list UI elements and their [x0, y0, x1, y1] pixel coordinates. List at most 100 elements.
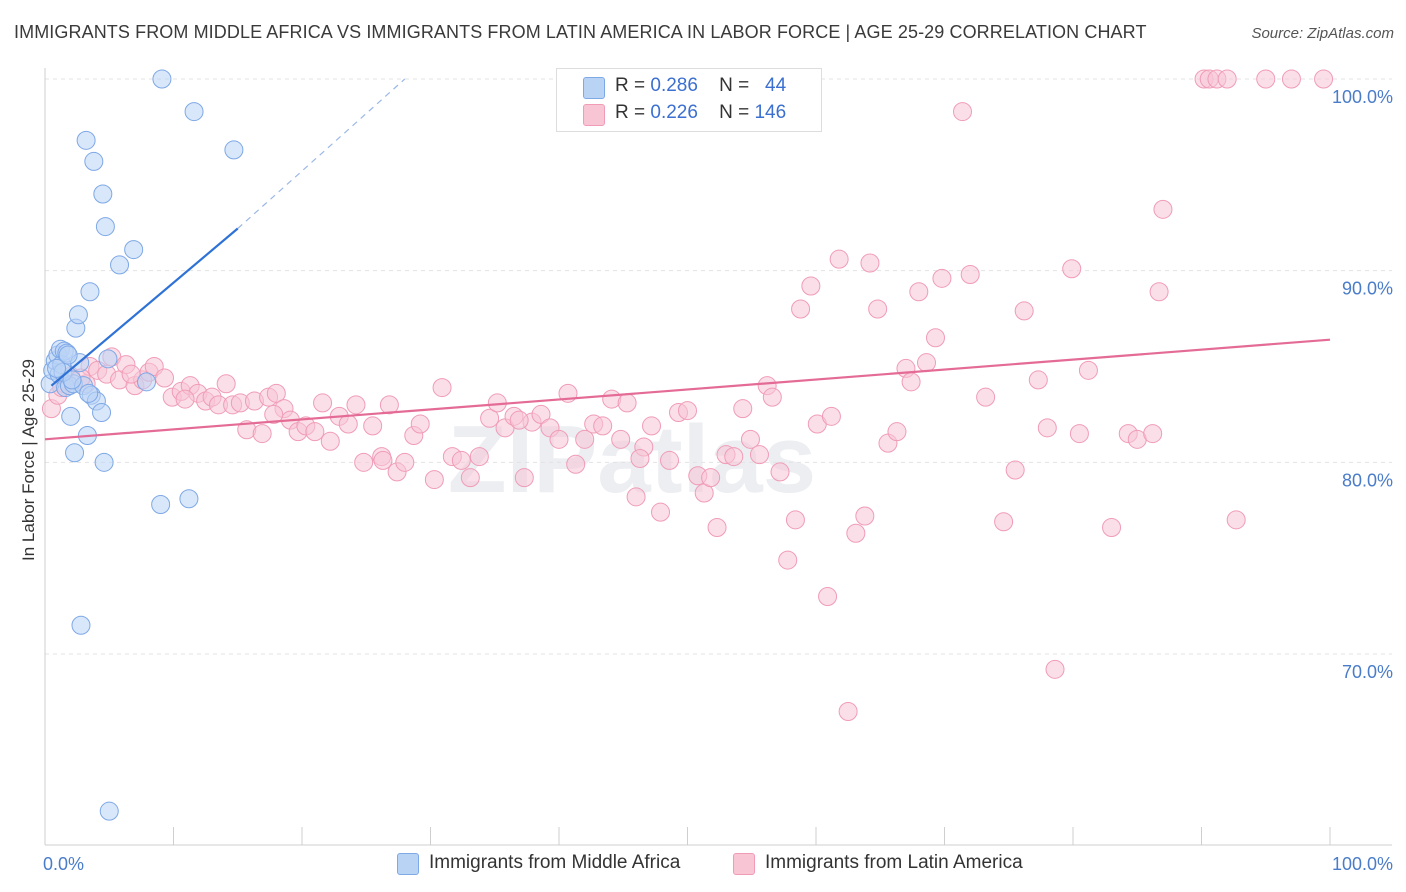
latin-america-point [354, 452, 374, 472]
latin-america-point [838, 702, 858, 721]
y-tick-label: 100.0% [1332, 87, 1393, 107]
latin-america-point [424, 470, 444, 490]
latin-america-point [264, 404, 284, 424]
legend-swatch-blue [583, 77, 605, 99]
latin-america-point [216, 374, 236, 394]
legend-r-label: R = [615, 102, 646, 123]
middle-africa-point [62, 370, 82, 390]
latin-america-point [762, 387, 782, 407]
latin-america-point [791, 299, 811, 319]
latin-america-point [846, 523, 866, 543]
latin-america-point [379, 395, 399, 415]
latin-america-point [549, 429, 569, 449]
latin-america-point [821, 406, 841, 426]
latin-america-point [868, 299, 888, 319]
latin-america-point [855, 506, 875, 526]
latin-america-point [252, 424, 272, 444]
middle-africa-trend-line [50, 227, 239, 387]
latin-america-point [1226, 510, 1246, 530]
middle-africa-point [76, 130, 96, 150]
bottom-legend-label: Immigrants from Middle Africa [429, 852, 681, 873]
legend-n-value: 44 [765, 75, 787, 96]
latin-america-point [1069, 424, 1089, 444]
latin-america-point [1005, 460, 1025, 480]
latin-america-point [460, 468, 480, 488]
latin-america-point [395, 452, 415, 472]
middle-africa-point [184, 102, 204, 122]
latin-america-point [926, 328, 946, 348]
bottom-legend-swatch-blue [397, 853, 419, 875]
series-latin-america [41, 69, 1334, 721]
latin-america-point [469, 447, 489, 467]
y-tick-label: 90.0% [1342, 279, 1393, 299]
latin-america-point [630, 449, 650, 468]
latin-america-point [678, 401, 697, 421]
latin-america-point [860, 253, 880, 273]
bottom-legend-label: Immigrants from Latin America [765, 852, 1023, 873]
latin-america-point [373, 450, 393, 470]
latin-america-point [651, 502, 671, 522]
x-tick-label: 0.0% [43, 854, 84, 874]
latin-america-point [1078, 360, 1098, 380]
latin-america-point [724, 447, 744, 467]
latin-america-point [952, 102, 972, 122]
latin-america-point [346, 395, 366, 415]
latin-america-point [1314, 69, 1334, 89]
legend-r-value: 0.226 [650, 102, 698, 123]
latin-america-point [960, 265, 980, 284]
grid-lines [45, 78, 1392, 655]
series-middle-africa [40, 69, 244, 821]
middle-africa-point [65, 443, 85, 463]
legend-swatch-pink [583, 104, 605, 126]
latin-america-point [1037, 418, 1057, 438]
latin-america-point [1281, 69, 1301, 89]
latin-america-point [733, 399, 753, 419]
latin-america-point [1143, 424, 1163, 444]
middle-africa-point [61, 406, 81, 426]
middle-africa-point [47, 358, 67, 378]
latin-america-point [1102, 518, 1122, 537]
latin-america-point [701, 468, 721, 488]
latin-america-point [1153, 199, 1173, 219]
y-tick-label: 80.0% [1342, 470, 1393, 490]
y-tick-label: 70.0% [1342, 662, 1393, 682]
latin-america-point [818, 587, 838, 606]
legend-n-value: 146 [754, 102, 787, 123]
latin-america-point [829, 249, 849, 269]
middle-africa-point [79, 383, 99, 403]
latin-america-point [509, 410, 529, 430]
latin-america-point [642, 416, 662, 436]
middle-africa-point [93, 184, 113, 204]
middle-africa-point [110, 255, 130, 275]
middle-africa-point [71, 615, 91, 635]
latin-america-point [626, 487, 646, 507]
latin-america-point [740, 429, 760, 449]
legend-r-label: R = [615, 75, 646, 96]
latin-america-point [1062, 259, 1082, 279]
latin-america-point [932, 268, 952, 288]
latin-america-point [785, 510, 805, 530]
latin-america-point [514, 468, 534, 488]
latin-america-point [1014, 301, 1034, 321]
correlation-legend: R = 0.286 N = 44 R = 0.226 N = 146 [556, 68, 822, 132]
latin-america-point [155, 368, 175, 388]
middle-africa-trend-extension [237, 78, 406, 229]
latin-america-point [575, 429, 595, 449]
latin-america-point [801, 276, 821, 296]
middle-africa-point [224, 140, 244, 160]
axes [44, 68, 1392, 846]
latin-america-point [660, 450, 680, 470]
latin-america-point [901, 372, 921, 392]
latin-america-point [175, 389, 195, 409]
middle-africa-point [151, 495, 171, 514]
latin-america-point [266, 383, 286, 403]
middle-africa-point [68, 305, 88, 325]
bottom-legend-swatch-pink [733, 853, 755, 875]
latin-america-point [778, 550, 798, 570]
latin-america-point [480, 408, 500, 428]
latin-america-point [1028, 370, 1048, 390]
latin-america-point [917, 353, 937, 373]
latin-america-point [531, 404, 551, 424]
tick-labels: 70.0% 80.0% 90.0% 100.0% 0.0% 100.0% [43, 87, 1393, 874]
latin-america-point [410, 414, 430, 434]
